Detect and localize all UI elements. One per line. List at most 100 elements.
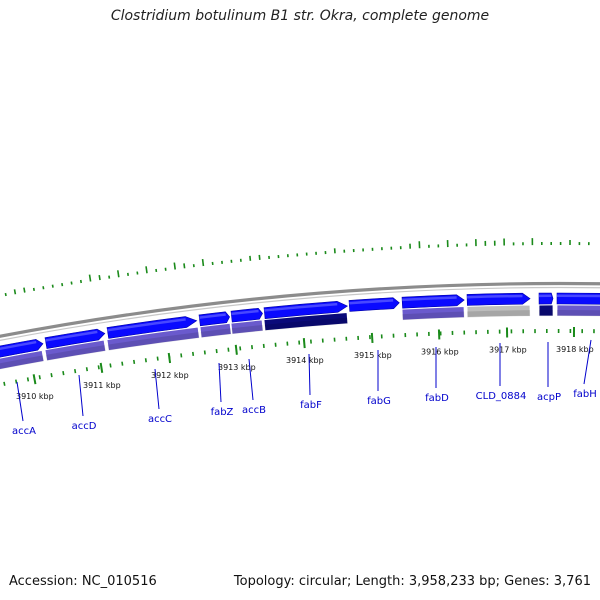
scale-major-tick — [99, 362, 104, 373]
gene-arrow — [106, 316, 198, 339]
gene-arrow-highlight — [557, 294, 600, 298]
gene-label-fabf: fabF — [300, 400, 322, 411]
gene-leader-line — [78, 374, 84, 417]
gene-leader-line — [218, 362, 222, 403]
feature-track — [0, 304, 600, 370]
backbone-arc — [0, 281, 600, 342]
gene-arrow-highlight — [231, 309, 259, 316]
scale-major-tick — [370, 332, 374, 344]
feature-bar — [556, 304, 600, 317]
scale-minor-tick — [109, 363, 112, 368]
accession-text: Accession: NC_010516 — [9, 574, 157, 589]
scale-tick-label: 3914 kbp — [286, 356, 324, 365]
gc-tick — [42, 286, 45, 290]
feature-bar-shade — [264, 317, 348, 331]
feature-bar — [401, 306, 465, 321]
gc-tick — [201, 258, 205, 267]
feature-bar-shade — [45, 345, 106, 361]
backbone-outer-line — [0, 281, 600, 338]
feature-bar — [263, 312, 349, 332]
gc-tick — [249, 255, 252, 261]
gene-label-fabh: fabH — [573, 389, 597, 400]
scale-major-tick — [234, 344, 238, 355]
scale-minor-tick — [38, 375, 41, 380]
scale-tick-label: 3912 kbp — [151, 371, 189, 380]
gc-tick — [183, 263, 186, 269]
gene-arrow-highlight — [45, 330, 98, 342]
scale-tick-label: 3910 kbp — [16, 392, 54, 401]
genome-summary-text: Topology: circular; Length: 3,958,233 bp… — [233, 574, 591, 589]
feature-bar-shade — [539, 310, 554, 317]
scale-major-tick — [167, 352, 172, 364]
feature-bar — [466, 304, 531, 318]
gene-arrow-highlight — [467, 294, 523, 299]
feature-bar-shade — [107, 332, 200, 351]
scale-minor-tick — [74, 369, 77, 374]
gene-label-fabz: fabZ — [211, 407, 234, 418]
feature-bar-shade — [557, 310, 600, 317]
gene-arrow-highlight — [402, 296, 457, 302]
gene-label-cld_0884: CLD_0884 — [476, 391, 527, 402]
scale-minor-tick — [50, 373, 53, 378]
scale-minor-tick — [97, 365, 100, 370]
feature-bar — [0, 349, 45, 370]
gene-arrow-highlight — [539, 294, 552, 298]
scale-major-tick — [32, 374, 37, 385]
scale-minor-tick — [62, 371, 65, 376]
scale-tick-label: 3917 kbp — [489, 345, 527, 354]
gene-label-acpp: acpP — [537, 392, 561, 403]
gene-leader-line — [154, 368, 160, 410]
backbone-inner-line — [0, 286, 600, 342]
scale-tick-label: 3916 kbp — [421, 347, 459, 356]
scale-minor-tick — [133, 359, 136, 365]
feature-bar — [44, 339, 107, 362]
feature-bar-shade — [231, 324, 264, 335]
scale-major-tick — [302, 338, 306, 349]
scale-tick-label: 3913 kbp — [218, 363, 256, 372]
gc-tick — [4, 292, 7, 297]
gc-tick — [88, 274, 92, 282]
feature-bar-shade — [200, 328, 232, 338]
feature-bar — [538, 304, 554, 317]
gene-label-track: accA accD accC fabZ accB fabF fabG fabD CLD_0884… — [12, 339, 597, 437]
scale-minor-tick — [85, 367, 89, 372]
gc-skew-track — [4, 238, 590, 297]
gene-arrow-highlight — [0, 340, 37, 351]
feature-bar-shade — [467, 310, 531, 318]
gene-label-acca: accA — [12, 426, 36, 437]
gc-tick — [145, 266, 148, 274]
scale-minor-tick — [26, 377, 30, 382]
scale-track: 3910 kbp 3911 kbp 3912 kbp 3913 kbp 3914 kbp… — [3, 327, 595, 401]
scale-tick-label: 3915 kbp — [354, 351, 392, 360]
gc-tick — [173, 262, 176, 270]
scale-tick-label: 3918 kbp — [556, 345, 594, 354]
gene-arrow-highlight — [199, 313, 226, 319]
gene-label-accc: accC — [148, 414, 172, 425]
gene-leader-line — [308, 353, 311, 396]
scale-minor-tick — [121, 361, 124, 366]
gene-leader-line — [583, 339, 592, 385]
scale-minor-tick — [156, 356, 159, 361]
gene-track — [0, 292, 600, 358]
gc-tick — [116, 270, 120, 278]
map-title: Clostridium botulinum B1 str. Okra, comp… — [110, 8, 490, 24]
feature-bar-shade — [402, 311, 465, 321]
gene-leader-line — [248, 358, 254, 401]
scale-minor-tick — [180, 353, 183, 358]
gc-tick — [23, 287, 26, 293]
gene-label-accb: accB — [242, 405, 266, 416]
feature-bar-shade — [0, 355, 44, 370]
scale-minor-tick — [144, 358, 147, 363]
gene-arrow-highlight — [107, 318, 186, 332]
gc-tick — [51, 284, 54, 288]
scale-tick-label: 3911 kbp — [83, 381, 121, 390]
gene-label-fabd: fabD — [425, 393, 449, 404]
gc-tick — [98, 274, 101, 281]
gene-arrow-highlight — [349, 299, 394, 305]
gc-tick — [32, 287, 35, 292]
scale-minor-tick — [3, 381, 6, 386]
scale-minor-tick — [15, 379, 18, 384]
feature-bar — [230, 319, 264, 335]
gene-arrow-highlight — [264, 302, 338, 312]
